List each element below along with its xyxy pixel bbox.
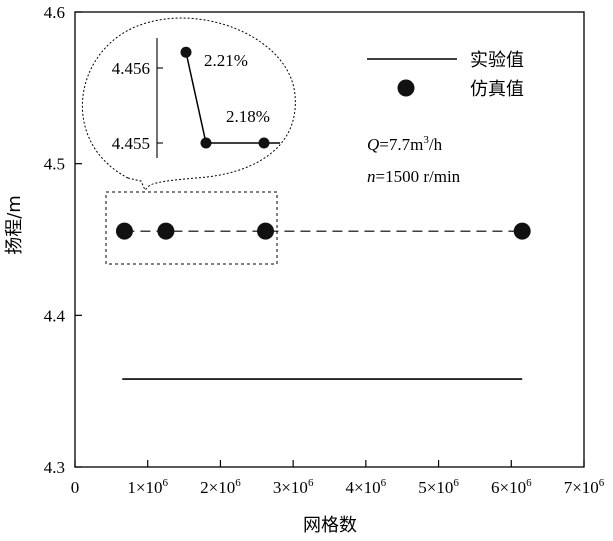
inset-percent-label: 2.18% <box>226 107 270 126</box>
legend-circle-marker <box>397 79 415 97</box>
series-layer <box>115 222 531 380</box>
x-tick-label: 3×106 <box>273 477 314 497</box>
simulation-point <box>115 222 133 240</box>
inset-tick-label: 4.456 <box>112 59 150 78</box>
inset-percent-label: 2.21% <box>204 51 248 70</box>
y-tick-label: 4.4 <box>44 306 66 325</box>
simulation-point <box>157 222 175 240</box>
x-tick-exponent: 6 <box>308 477 314 489</box>
zoom-box <box>105 191 278 265</box>
x-tick-label: 5×106 <box>418 477 459 497</box>
legend-label-simulation: 仿真值 <box>470 79 524 100</box>
inset-point <box>258 137 270 149</box>
speed-annotation: n=1500 r/min <box>367 167 461 186</box>
y-tick-label: 4.5 <box>44 155 65 174</box>
x-tick-label: 1×106 <box>127 477 168 497</box>
zoom-inset: 4.456 4.455 2.21% 2.18% <box>112 38 280 158</box>
y-axis-title: 扬程/m <box>4 195 25 255</box>
simulation-point <box>513 222 531 240</box>
x-ticks: 0 1×106 2×106 3×106 4×106 5×106 6×106 7×106 <box>71 460 605 497</box>
x-tick-label: 2×106 <box>200 477 241 497</box>
legend-label-experiment: 实验值 <box>470 50 524 71</box>
x-tick-label: 6×106 <box>491 477 532 497</box>
x-tick-exponent: 6 <box>453 477 459 489</box>
inset-tick-label: 4.455 <box>112 134 150 153</box>
zoom-callout-bubble <box>81 17 296 191</box>
y-tick-label: 4.3 <box>44 458 65 477</box>
x-tick-exponent: 6 <box>235 477 241 489</box>
x-tick-label: 0 <box>71 478 80 497</box>
x-tick-exponent: 6 <box>163 477 169 489</box>
x-axis-title: 网格数 <box>303 515 357 536</box>
inset-point <box>200 137 212 149</box>
y-ticks: 4.3 4.4 4.5 4.6 <box>44 3 82 477</box>
x-tick-label: 4×106 <box>346 477 387 497</box>
plot-frame <box>74 11 585 468</box>
inset-point <box>180 46 192 58</box>
simulation-point <box>257 222 275 240</box>
x-tick-exponent: 6 <box>381 477 387 489</box>
x-tick-label: 7×106 <box>564 477 605 497</box>
y-tick-label: 4.6 <box>44 3 65 22</box>
flow-rate-annotation: Q=7.7m3/h <box>367 134 443 154</box>
x-tick-exponent: 6 <box>526 477 532 489</box>
x-tick-exponent: 6 <box>599 477 605 489</box>
legend: 实验值 仿真值 <box>367 50 524 100</box>
